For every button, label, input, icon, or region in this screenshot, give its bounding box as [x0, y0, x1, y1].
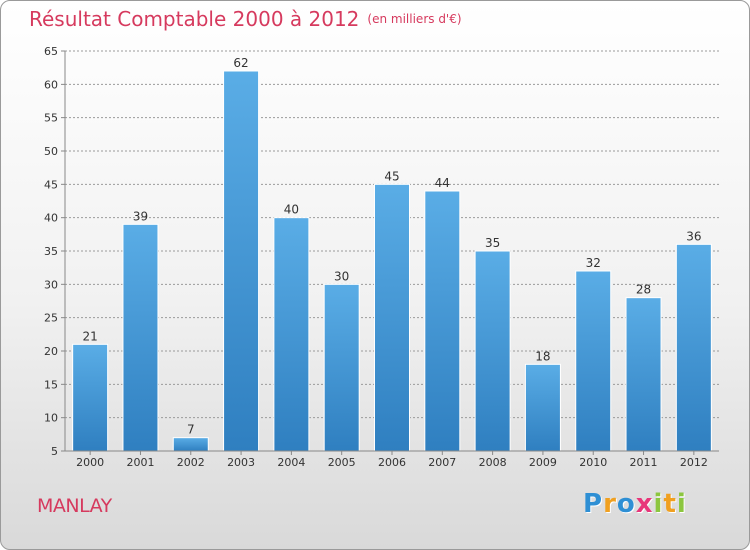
bar-2003	[223, 70, 260, 452]
logo-letter: x	[635, 489, 654, 519]
x-axis: 2000 2001 2002 2003 2004 2005 2006 2007 2008 2009…	[65, 450, 719, 469]
bar-2006	[374, 183, 410, 452]
x-tick-label-2006: 2006	[378, 456, 406, 469]
chart-title: Résultat Comptable 2000 à 2012 (en millie…	[29, 7, 462, 31]
bar-2011	[625, 297, 662, 452]
bar-2008	[474, 250, 511, 452]
data-label-2003: 62	[233, 56, 248, 70]
y-axis: 5 10 15 20 25 30 35 40 45 50 55 60 65	[44, 45, 66, 458]
y-tick-label: 65	[44, 45, 58, 58]
y-tick-label: 35	[44, 245, 58, 258]
x-tick-label-2007: 2007	[428, 456, 456, 469]
data-label-2008: 35	[485, 236, 500, 250]
commune-name: MANLAY	[37, 495, 112, 517]
bar-2010	[575, 270, 612, 452]
bar-2004	[273, 217, 310, 452]
logo-letter: r	[603, 489, 617, 519]
data-label-2012: 36	[686, 229, 701, 243]
y-tick-label: 40	[44, 212, 58, 225]
logo-letter: i	[676, 489, 687, 519]
y-tick-label: 60	[44, 78, 58, 91]
bars: 21 39 7 62 40 30 45 44 35 18 32 28 36	[72, 56, 712, 452]
chart-subtitle: (en milliers d'€)	[367, 12, 462, 26]
title-text: Résultat Comptable 2000 à 2012	[29, 7, 360, 31]
bar-2002	[172, 437, 209, 452]
bar-2012	[675, 243, 712, 452]
data-label-2009: 18	[535, 349, 550, 363]
y-tick-label: 30	[44, 278, 58, 291]
logo-letter: P	[583, 489, 604, 519]
x-tick-label-2003: 2003	[227, 456, 255, 469]
data-label-2002: 7	[187, 423, 195, 437]
proxiti-logo: Proxiti	[583, 489, 687, 519]
data-label-2011: 28	[636, 283, 651, 297]
y-tick-label: 5	[51, 445, 58, 458]
x-tick-label-2009: 2009	[529, 456, 557, 469]
x-tick-label-2004: 2004	[277, 456, 305, 469]
bar-2009	[524, 363, 561, 452]
y-tick-label: 20	[44, 345, 58, 358]
x-tick-label-2012: 2012	[680, 456, 708, 469]
y-tick-label: 25	[44, 312, 58, 325]
x-tick-label-2011: 2011	[630, 456, 658, 469]
bar-2001	[122, 223, 159, 452]
x-tick-label-2000: 2000	[76, 456, 104, 469]
x-tick-label-2008: 2008	[479, 456, 507, 469]
y-tick-label: 50	[44, 145, 58, 158]
data-label-2005: 30	[334, 269, 349, 283]
data-label-2007: 44	[435, 176, 450, 190]
y-tick-label: 55	[44, 112, 58, 125]
bar-2000	[72, 343, 109, 452]
y-tick-label: 10	[44, 412, 58, 425]
logo-letter: o	[616, 489, 636, 519]
x-tick-label-2010: 2010	[579, 456, 607, 469]
data-label-2010: 32	[586, 256, 601, 270]
x-tick-label-2005: 2005	[328, 456, 356, 469]
x-tick-label-2002: 2002	[177, 456, 205, 469]
x-tick-label-2001: 2001	[126, 456, 154, 469]
data-label-2000: 21	[83, 329, 98, 343]
data-label-2001: 39	[133, 209, 148, 223]
logo-letter: i	[653, 489, 664, 519]
y-tick-label: 45	[44, 178, 58, 191]
y-tick-label: 15	[44, 378, 58, 391]
data-label-2004: 40	[284, 203, 299, 217]
data-label-2006: 45	[384, 169, 399, 183]
logo-letter: t	[663, 489, 677, 519]
bar-2005	[323, 283, 360, 452]
bar-2007	[424, 190, 461, 452]
